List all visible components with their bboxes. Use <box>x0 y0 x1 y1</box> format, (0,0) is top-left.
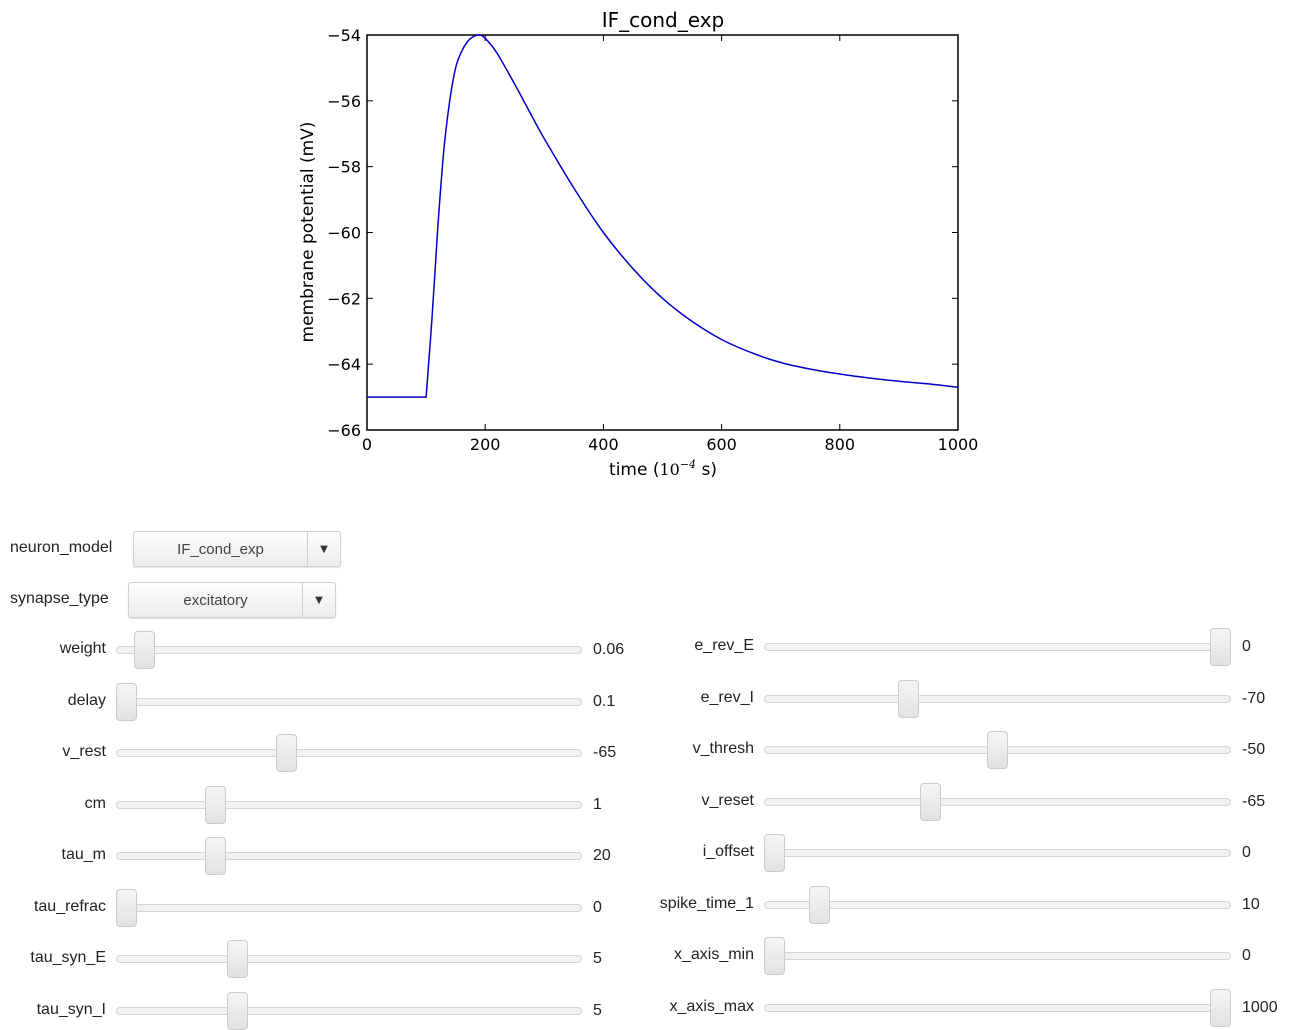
x-tick-label: 0 <box>362 435 372 454</box>
x-axis-label: time (10−4 s) <box>609 458 717 480</box>
weight-label: weight <box>59 640 106 657</box>
cm-slider-thumb[interactable] <box>205 785 226 824</box>
x-axis-ticks: 0 200 400 600 800 1000 <box>362 35 978 454</box>
e-rev-i-slider-track[interactable] <box>764 694 1231 703</box>
x-axis-max-label: x_axis_max <box>669 997 754 1015</box>
delay-label: delay <box>67 691 106 709</box>
tau-m-slider-thumb[interactable] <box>205 837 226 875</box>
x-tick-label: 600 <box>706 435 737 454</box>
tau-syn-i-value: 5 <box>593 1001 602 1019</box>
e-rev-i-value: -70 <box>1242 689 1266 707</box>
v-rest-slider-track[interactable] <box>116 749 582 757</box>
delay-value: 0.1 <box>593 692 616 710</box>
chevron-down-icon[interactable]: ▼ <box>307 532 340 566</box>
y-axis-ticks: −54 −56 −58 −60 −62 −64 −66 <box>327 26 958 440</box>
e-rev-e-slider-thumb[interactable] <box>1210 628 1231 666</box>
chart-title: IF_cond_exp <box>602 8 725 32</box>
spike-time-1-slider-thumb[interactable] <box>808 885 830 924</box>
tau-syn-i-label: tau_syn_I <box>36 1000 106 1018</box>
tau-syn-i-slider-thumb[interactable] <box>227 991 249 1030</box>
synapse-type-label: synapse_type <box>10 590 109 607</box>
v-thresh-label: v_thresh <box>692 740 754 757</box>
i-offset-label: i_offset <box>702 843 754 860</box>
plot-frame <box>366 34 959 431</box>
y-tick-label: −58 <box>327 158 361 177</box>
delay-slider-thumb[interactable] <box>116 682 137 721</box>
i-offset-slider-thumb[interactable] <box>764 834 785 872</box>
neuron-model-value: IF_cond_exp <box>177 540 264 558</box>
e-rev-i-label: e_rev_I <box>700 688 754 706</box>
v-reset-slider-thumb[interactable] <box>920 782 942 821</box>
x-tick-label: 1000 <box>938 435 979 454</box>
synapse-type-dropdown[interactable]: excitatory ▼ <box>128 582 336 618</box>
membrane-potential-chart: IF_cond_exp 0 200 400 600 800 1000 −54−56−58−… <box>298 8 978 480</box>
x-tick-label: 400 <box>588 435 619 454</box>
v-thresh-slider-thumb[interactable] <box>987 731 1008 769</box>
tau-syn-e-slider-thumb[interactable] <box>227 940 249 978</box>
tau-m-label: tau_m <box>61 846 106 863</box>
v-reset-value: -65 <box>1242 792 1266 810</box>
tau-refrac-value: 0 <box>593 898 602 916</box>
v-rest-label: v_rest <box>62 743 106 760</box>
e-rev-i-slider-thumb[interactable] <box>897 679 919 718</box>
tau-refrac-slider-thumb[interactable] <box>116 888 137 927</box>
y-tick-label: −62 <box>327 289 361 308</box>
i-offset-value: 0 <box>1242 844 1251 861</box>
x-tick-label: 200 <box>470 435 501 454</box>
tau-refrac-label: tau_refrac <box>33 897 106 915</box>
x-axis-min-slider-thumb[interactable] <box>764 937 785 975</box>
cm-label: cm <box>84 794 106 812</box>
x-axis-max-value: 1000 <box>1242 998 1278 1016</box>
y-tick-label: −66 <box>327 421 361 440</box>
neuron-model-label: neuron_model <box>10 539 113 556</box>
tau-syn-e-slider-track[interactable] <box>116 955 582 963</box>
tau-m-slider-track[interactable] <box>116 852 582 860</box>
tau-syn-e-value: 5 <box>593 950 602 967</box>
e-rev-e-label: e_rev_E <box>694 637 754 654</box>
cm-value: 1 <box>593 795 602 813</box>
x-axis-min-slider-track[interactable] <box>764 952 1231 960</box>
weight-slider-thumb[interactable] <box>133 631 155 669</box>
e-rev-e-slider-track[interactable] <box>764 643 1231 651</box>
i-offset-slider-track[interactable] <box>764 849 1231 857</box>
membrane-potential-line <box>367 34 959 398</box>
spike-time-1-value: 10 <box>1242 895 1260 913</box>
cm-slider-track[interactable] <box>116 800 582 809</box>
tau-syn-e-label: tau_syn_E <box>30 949 106 966</box>
neuron-model-dropdown[interactable]: IF_cond_exp ▼ <box>133 531 341 567</box>
v-thresh-value: -50 <box>1242 741 1266 758</box>
weight-slider-track[interactable] <box>116 646 582 654</box>
y-tick-label: −64 <box>327 355 361 374</box>
x-axis-max-slider-thumb[interactable] <box>1210 988 1231 1027</box>
e-rev-e-value: 0 <box>1242 638 1251 655</box>
synapse-type-value: excitatory <box>183 591 248 609</box>
x-tick-label: 800 <box>825 435 856 454</box>
x-axis-min-value: 0 <box>1242 947 1251 964</box>
v-reset-slider-track[interactable] <box>764 797 1231 806</box>
tau-syn-i-slider-track[interactable] <box>116 1006 582 1015</box>
v-rest-slider-thumb[interactable] <box>276 734 298 772</box>
x-axis-min-label: x_axis_min <box>673 946 754 963</box>
y-tick-label: −60 <box>327 224 361 243</box>
y-axis-label: membrane potential (mV) <box>298 122 318 343</box>
y-tick-label: −56 <box>327 92 361 111</box>
spike-time-1-label: spike_time_1 <box>659 894 754 912</box>
y-tick-label: −54 <box>327 26 361 45</box>
chevron-down-icon[interactable]: ▼ <box>302 583 335 617</box>
tau-m-value: 20 <box>593 847 611 864</box>
v-reset-label: v_reset <box>701 791 754 809</box>
x-axis-max-slider-track[interactable] <box>764 1003 1231 1012</box>
v-rest-value: -65 <box>593 744 617 761</box>
weight-value: 0.06 <box>593 641 625 658</box>
spike-time-1-slider-track[interactable] <box>764 900 1231 909</box>
